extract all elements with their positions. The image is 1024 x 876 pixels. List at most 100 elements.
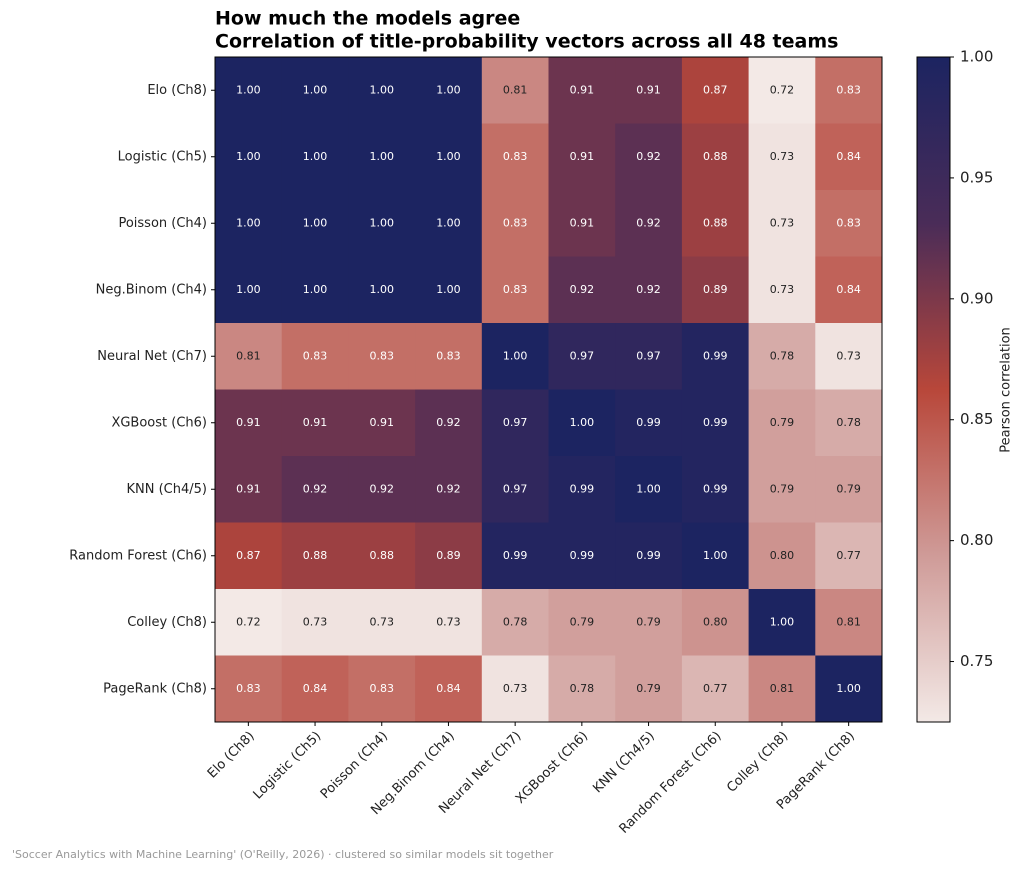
cell-label: 0.88 xyxy=(703,150,728,163)
heatmap-cell xyxy=(415,655,483,723)
heatmap-cell xyxy=(215,655,283,723)
cell-label: 1.00 xyxy=(703,549,728,562)
heatmap-cell xyxy=(615,323,683,390)
colorbar-tick-label: 0.95 xyxy=(960,168,993,186)
heatmap-cell xyxy=(215,190,283,257)
cell-label: 1.00 xyxy=(236,216,261,229)
colorbar-tick-label: 0.90 xyxy=(960,289,993,307)
x-tick-label: Colley (Ch8) xyxy=(724,729,791,796)
heatmap-cell xyxy=(681,256,750,324)
heatmap-cell xyxy=(815,655,883,723)
cell-label: 0.88 xyxy=(303,549,328,562)
heatmap-cell xyxy=(481,190,549,257)
heatmap-cell xyxy=(548,456,616,523)
cell-label: 0.73 xyxy=(370,615,395,628)
colorbar-label: Pearson correlation xyxy=(999,327,1014,453)
heatmap-cell xyxy=(748,57,816,124)
heatmap-cell xyxy=(681,655,750,723)
heatmap-cell xyxy=(681,123,750,191)
cell-label: 1.00 xyxy=(303,83,328,96)
heatmap-cell xyxy=(348,522,416,590)
cell-label: 1.00 xyxy=(303,150,328,163)
cell-label: 0.84 xyxy=(436,682,461,695)
heatmap-cell xyxy=(815,522,883,590)
heatmap-cell xyxy=(415,389,483,457)
cell-label: 0.83 xyxy=(836,216,861,229)
cell-label: 0.72 xyxy=(236,615,261,628)
heatmap-cell xyxy=(215,389,283,457)
cell-label: 1.00 xyxy=(570,416,595,429)
cell-label: 0.84 xyxy=(303,682,328,695)
cell-label: 1.00 xyxy=(503,349,528,362)
heatmap-cell xyxy=(748,456,816,523)
cell-label: 0.97 xyxy=(503,482,528,495)
cell-label: 0.88 xyxy=(370,549,395,562)
cell-label: 0.92 xyxy=(636,216,661,229)
heatmap-cell xyxy=(548,589,616,656)
cell-label: 0.78 xyxy=(836,416,861,429)
cell-label: 0.91 xyxy=(570,216,595,229)
heatmap-cell xyxy=(481,256,549,324)
cell-label: 0.73 xyxy=(436,615,461,628)
heatmap-cell xyxy=(215,123,283,191)
heatmap-cell xyxy=(681,456,750,523)
heatmap-cell xyxy=(748,190,816,257)
colorbar-tick-label: 0.80 xyxy=(960,531,993,549)
heatmap-cell xyxy=(748,522,816,590)
heatmap-cell xyxy=(815,123,883,191)
heatmap-cell xyxy=(415,190,483,257)
cell-label: 1.00 xyxy=(303,283,328,296)
y-tick-label: Neg.Binom (Ch4) xyxy=(96,282,207,297)
y-tick-label: PageRank (Ch8) xyxy=(103,681,207,696)
heatmap-cell xyxy=(681,522,750,590)
cell-label: 0.91 xyxy=(236,416,261,429)
cell-label: 1.00 xyxy=(236,283,261,296)
chart-subtitle: Correlation of title-probability vectors… xyxy=(215,31,838,53)
heatmap-cell xyxy=(481,389,549,457)
heatmap-cell xyxy=(281,589,349,656)
cell-label: 1.00 xyxy=(236,83,261,96)
cell-label: 0.79 xyxy=(570,615,595,628)
cell-label: 0.92 xyxy=(636,283,661,296)
cell-label: 0.79 xyxy=(770,416,795,429)
cell-label: 0.83 xyxy=(503,216,528,229)
cell-label: 1.00 xyxy=(370,150,395,163)
x-tick-label: KNN (Ch4/5) xyxy=(590,729,658,797)
cell-label: 0.92 xyxy=(370,482,395,495)
cell-label: 0.83 xyxy=(370,349,395,362)
heatmap-cell xyxy=(281,456,349,523)
heatmap-cell xyxy=(281,123,349,191)
heatmap-cell xyxy=(615,256,683,324)
cell-label: 0.92 xyxy=(570,283,595,296)
heatmap-cell xyxy=(215,323,283,390)
cell-label: 0.79 xyxy=(636,615,661,628)
heatmap-cell xyxy=(481,123,549,191)
heatmap-cell xyxy=(815,589,883,656)
cell-label: 1.00 xyxy=(770,615,795,628)
heatmap-cell xyxy=(615,456,683,523)
cell-label: 0.99 xyxy=(703,482,728,495)
heatmap-cell xyxy=(748,323,816,390)
cell-label: 1.00 xyxy=(370,283,395,296)
heatmap-cell xyxy=(281,522,349,590)
heatmap-cell xyxy=(548,323,616,390)
heatmap-cell xyxy=(281,57,349,124)
cell-label: 0.92 xyxy=(436,482,461,495)
cell-label: 0.89 xyxy=(436,549,461,562)
heatmap-cell xyxy=(348,323,416,390)
heatmap-cell xyxy=(215,456,283,523)
heatmap-cell xyxy=(681,323,750,390)
heatmap-cell xyxy=(215,256,283,324)
heatmap-cell xyxy=(215,57,283,124)
y-tick-label: Logistic (Ch5) xyxy=(118,149,207,164)
colorbar-tick-label: 0.85 xyxy=(960,410,993,428)
cell-label: 1.00 xyxy=(636,482,661,495)
heatmap-cell xyxy=(815,190,883,257)
cell-label: 1.00 xyxy=(436,283,461,296)
cell-label: 1.00 xyxy=(370,83,395,96)
heatmap-cell xyxy=(348,123,416,191)
plot-frame xyxy=(214,56,883,723)
heatmap-cell xyxy=(748,589,816,656)
heatmap-cell xyxy=(548,190,616,257)
